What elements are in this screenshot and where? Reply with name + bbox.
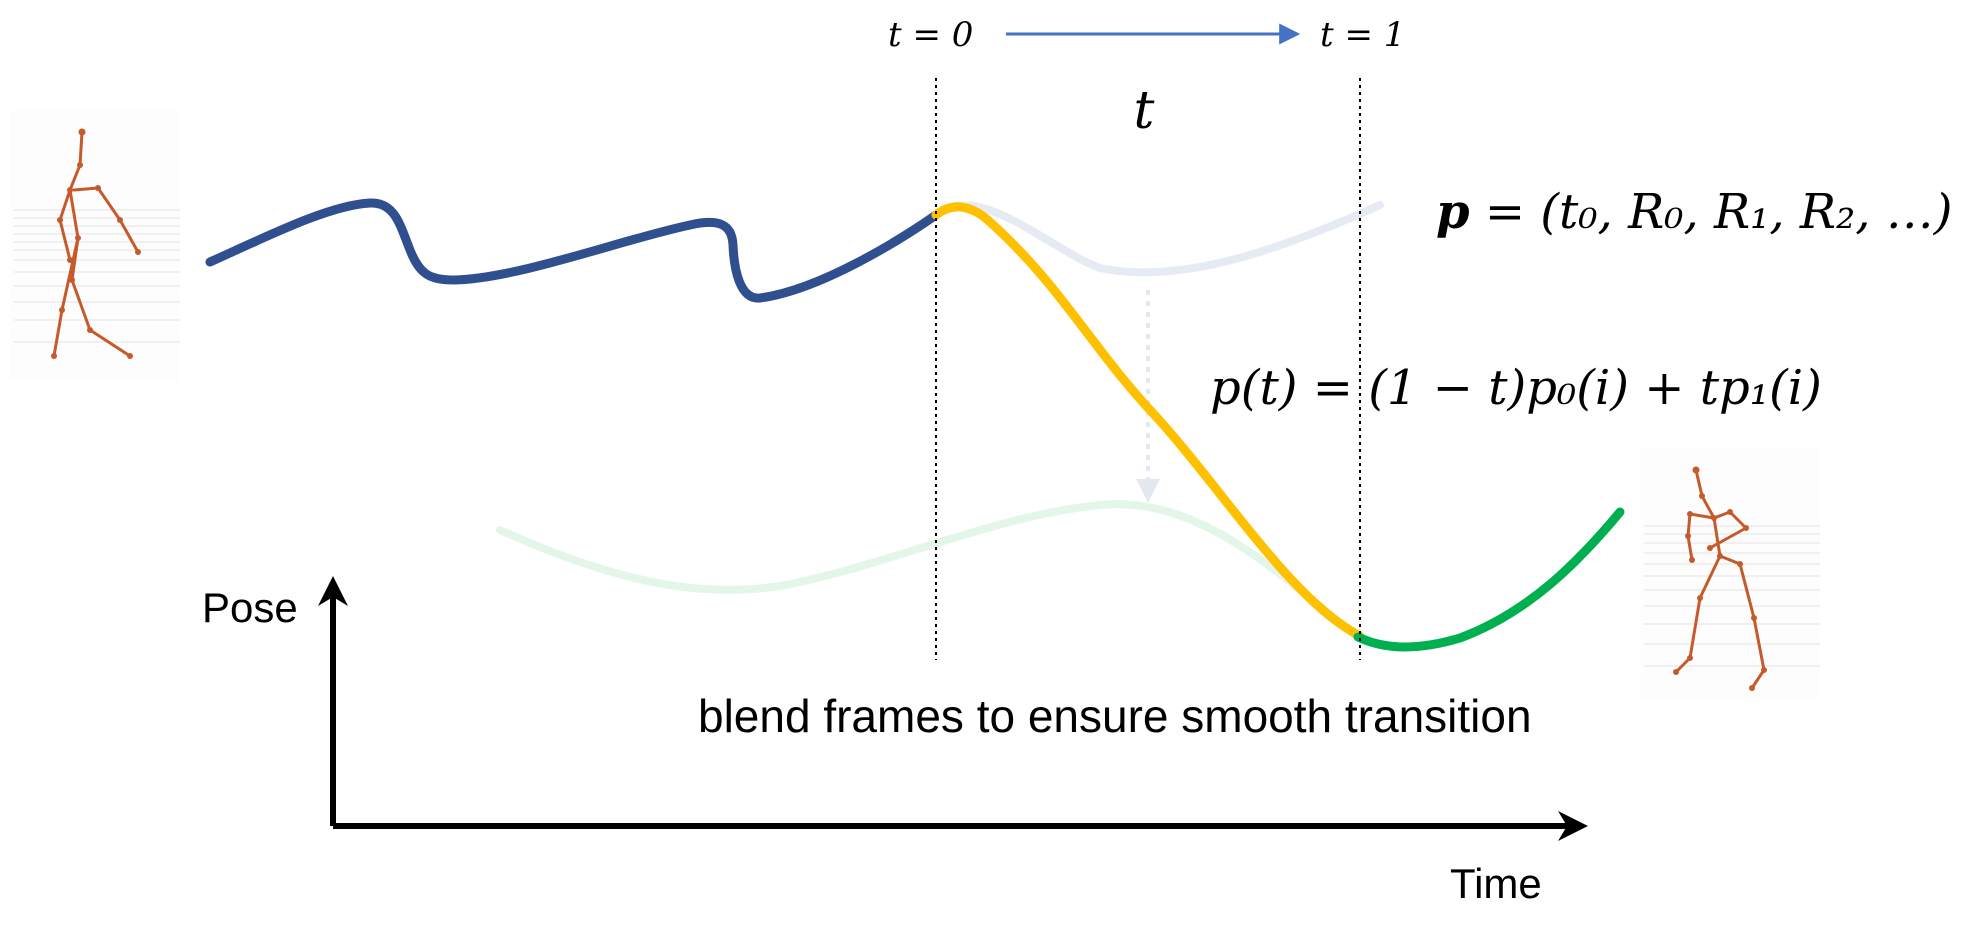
walking-skeleton-icon [10,110,180,380]
pose-axis-label: Pose [202,584,298,631]
target-pose-curve [1353,507,1625,652]
source-ghost-curve [931,201,1384,277]
blend-caption: blend frames to ensure smooth transition [698,690,1532,742]
t-end-label: t = 1 [1320,15,1405,55]
time-axis-label: Time [1450,860,1542,907]
t-start-label: t = 0 [888,15,973,55]
blend-transition-curve [931,202,1365,641]
pose-definition-rhs: = (t₀, R₀, R₁, R₂, …) [1470,184,1953,240]
pose-definition: p = (t₀, R₀, R₁, R₂, …) [1436,184,1953,240]
pose-definition-lhs: p [1436,184,1470,240]
t-symbol: t [1134,81,1155,141]
source-pose-curve [205,198,941,303]
target-ghost-curve [496,500,1362,641]
dancing-skeleton-icon [1640,448,1820,698]
blend-equation: p(t) = (1 − t)p₀(i) + tp₁(i) [1210,360,1822,416]
